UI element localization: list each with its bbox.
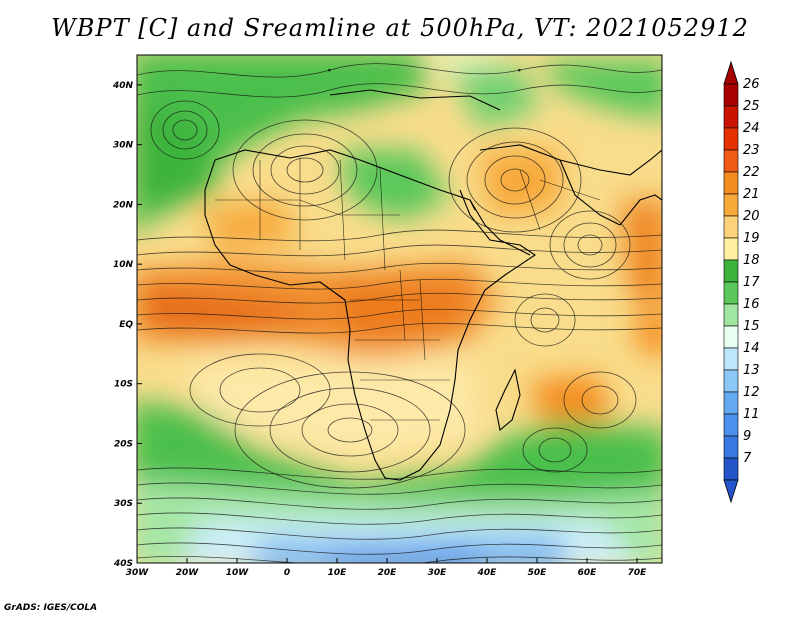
colorbar-swatch (723, 149, 739, 173)
colorbar-swatch (723, 435, 739, 459)
colorbar-swatch (723, 215, 739, 239)
colorbar-swatch (723, 127, 739, 151)
grads-credit: GrADS: IGES/COLA (4, 603, 98, 613)
colorbar-label: 9 (743, 429, 751, 444)
lon-tick-label: 60E (578, 568, 598, 578)
colorbar-swatch (723, 303, 739, 327)
colorbar-label: 15 (743, 319, 760, 334)
longitude-ticks: 30W 20W 10W 0 10E 20E 30E 40E 50E 60E 70E (126, 558, 647, 578)
lon-tick-label: 40E (477, 568, 498, 578)
colorbar-swatch (723, 83, 739, 107)
colorbar-swatch (723, 259, 739, 283)
lat-tick-label: EQ (119, 320, 133, 330)
lat-tick-label: 20N (113, 200, 134, 210)
lon-tick-label: 10E (328, 568, 348, 578)
colorbar-swatch (723, 413, 739, 437)
lat-tick-label: 30N (113, 141, 134, 151)
colorbar-swatch (723, 171, 739, 195)
lat-tick-label: 20S (114, 439, 133, 449)
plot-title: WBPT [C] and Sreamline at 500hPa, VT: 20… (51, 14, 749, 42)
colorbar-bottom-arrow (723, 479, 739, 504)
colorbar-label: 26 (743, 77, 760, 92)
colorbar-label: 20 (743, 209, 760, 224)
colorbar-label: 24 (743, 121, 760, 136)
lon-tick-label: 20W (176, 568, 200, 578)
colorbar-swatch (723, 457, 739, 481)
colorbar-swatch (723, 281, 739, 305)
colorbar: 26 25 24 23 22 21 20 19 18 17 16 15 14 13 12 11 9 7 (723, 60, 760, 504)
colorbar-label: 21 (743, 187, 760, 202)
colorbar-swatch (723, 105, 739, 129)
colorbar-swatch (723, 193, 739, 217)
colorbar-label: 18 (743, 253, 760, 268)
colorbar-top-arrow (723, 60, 739, 85)
map-frame (136, 54, 663, 564)
lat-tick-label: 10N (113, 260, 134, 270)
colorbar-label: 17 (743, 275, 760, 290)
lon-tick-label: 0 (284, 568, 290, 578)
colorbar-label: 25 (743, 99, 760, 114)
colorbar-swatch (723, 369, 739, 393)
colorbar-label: 7 (743, 451, 752, 466)
colorbar-label: 12 (743, 385, 760, 400)
colorbar-swatch (723, 237, 739, 261)
colorbar-label: 14 (743, 341, 760, 356)
country-borders (215, 158, 601, 421)
lon-tick-label: 20E (378, 568, 398, 578)
lat-tick-label: 40S (113, 559, 133, 569)
colorbar-label: 19 (743, 231, 760, 246)
lat-tick-label: 40N (112, 81, 134, 91)
colorbar-label: 11 (743, 407, 760, 422)
colorbar-swatch (723, 391, 739, 415)
lat-tick-label: 30S (114, 499, 133, 509)
colorbar-label: 22 (743, 165, 760, 180)
colorbar-swatch (723, 325, 739, 349)
lon-tick-label: 30W (126, 568, 150, 578)
colorbar-label: 23 (743, 143, 760, 158)
colorbar-label: 16 (743, 297, 760, 312)
latitude-ticks: 40N 30N 20N 10N EQ 10S 20S 30S 40S (112, 81, 142, 569)
lat-tick-label: 10S (114, 380, 133, 390)
lon-tick-label: 10W (226, 568, 250, 578)
wbpt-shading (137, 55, 662, 563)
colorbar-swatch (723, 347, 739, 371)
colorbar-label: 13 (743, 363, 760, 378)
coastlines (204, 89, 662, 481)
streamlines (137, 63, 662, 563)
lon-tick-label: 70E (628, 568, 648, 578)
lon-tick-label: 30E (428, 568, 448, 578)
lon-tick-label: 50E (528, 568, 548, 578)
